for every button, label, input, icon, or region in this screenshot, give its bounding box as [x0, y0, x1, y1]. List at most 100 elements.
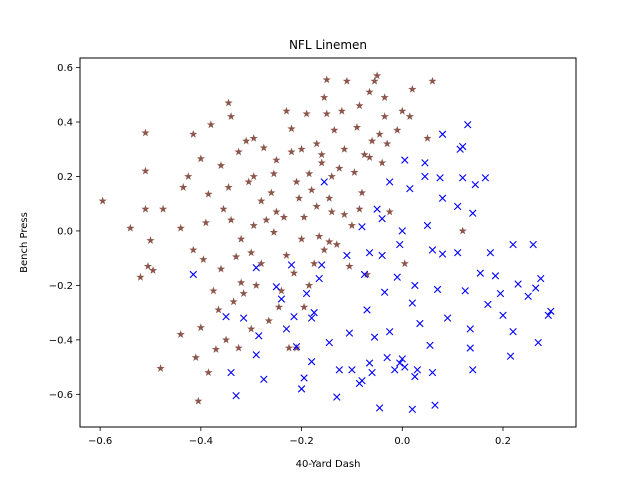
star-point	[224, 98, 233, 107]
x-point	[260, 375, 268, 384]
star-point	[214, 305, 223, 314]
x-point	[255, 332, 263, 340]
star-point	[224, 183, 233, 191]
star-point	[204, 189, 213, 198]
x-point	[461, 287, 469, 295]
star-point	[249, 172, 258, 180]
star-point	[216, 161, 226, 170]
star-point	[143, 262, 153, 270]
star-point	[400, 259, 409, 268]
star-point	[264, 316, 273, 325]
x-point	[307, 357, 316, 366]
axis-ticks: −0.6 −0.4 −0.2 0.0 0.2 −0.6 −0.4 −0.2 0.0 0.2 0.4 0…	[49, 63, 511, 447]
star-point	[244, 177, 253, 186]
x-point	[499, 311, 507, 320]
star-point	[156, 364, 165, 372]
star-point	[317, 158, 326, 167]
star-point	[237, 278, 246, 287]
star-point	[184, 172, 193, 180]
star-point	[277, 286, 286, 295]
y-tick-label: −0.6	[49, 390, 73, 401]
x-point	[408, 405, 417, 413]
x-point	[396, 240, 404, 249]
star-point	[269, 169, 278, 178]
data-points	[98, 71, 555, 413]
x-point	[506, 352, 515, 360]
x-point	[378, 214, 386, 223]
x-point	[300, 374, 308, 382]
star-point	[274, 302, 283, 311]
x-point	[320, 178, 328, 186]
star-point	[292, 343, 301, 352]
x-point	[428, 368, 437, 377]
x-point	[380, 288, 389, 296]
star-point	[249, 134, 258, 142]
x-point	[428, 246, 437, 254]
star-point	[350, 168, 359, 176]
x-point	[287, 261, 296, 269]
x-point	[438, 250, 447, 258]
star-point	[141, 128, 150, 137]
star-point	[362, 270, 372, 278]
x-point	[396, 359, 404, 367]
star-point	[259, 143, 268, 152]
star-point	[428, 76, 437, 85]
star-point	[98, 196, 107, 205]
x-point	[307, 314, 316, 322]
plot-area-frame	[79, 57, 577, 428]
x-point	[343, 251, 351, 260]
star-point	[332, 240, 341, 249]
star-point	[373, 71, 382, 80]
x-point	[401, 156, 409, 164]
x-point	[459, 142, 467, 151]
x-point	[469, 366, 477, 374]
star-point	[317, 150, 326, 159]
star-point	[267, 188, 276, 197]
y-tick-label: −0.2	[49, 281, 73, 292]
x-point	[348, 366, 356, 374]
star-point	[330, 125, 339, 134]
star-point	[357, 188, 367, 197]
star-point	[204, 368, 213, 377]
x-point	[227, 368, 235, 377]
star-point	[199, 255, 208, 263]
star-point	[257, 259, 266, 268]
x-point	[378, 251, 386, 260]
y-tick-label: 0.0	[57, 226, 73, 237]
star-point	[322, 109, 331, 118]
x-point	[310, 308, 318, 317]
star-point	[262, 215, 271, 224]
x-tick-label: −0.2	[289, 436, 313, 447]
star-point	[305, 281, 314, 289]
star-point	[299, 213, 309, 221]
x-point	[315, 274, 323, 283]
x-point	[398, 227, 406, 235]
x-point	[413, 366, 422, 374]
x-point	[375, 404, 384, 412]
star-point	[325, 237, 334, 246]
star-point	[423, 134, 432, 142]
star-point	[247, 324, 256, 333]
star-point	[287, 124, 296, 133]
x-point	[466, 325, 474, 333]
x-point	[423, 221, 432, 230]
star-point	[282, 106, 291, 115]
star-point	[352, 123, 362, 131]
star-point	[252, 281, 261, 289]
x-point	[252, 351, 260, 359]
star-point	[221, 335, 231, 344]
star-point	[136, 272, 145, 281]
star-point	[189, 129, 198, 138]
star-point	[335, 163, 344, 172]
star-point	[126, 223, 135, 232]
star-point	[365, 153, 374, 161]
x-point	[481, 174, 490, 182]
y-tick-label: 0.2	[57, 172, 73, 183]
x-point	[398, 355, 406, 363]
x-point	[459, 174, 467, 182]
x-point	[471, 180, 479, 189]
x-point	[509, 327, 517, 336]
x-point	[282, 325, 291, 333]
star-point	[355, 204, 364, 213]
star-point	[141, 204, 150, 213]
